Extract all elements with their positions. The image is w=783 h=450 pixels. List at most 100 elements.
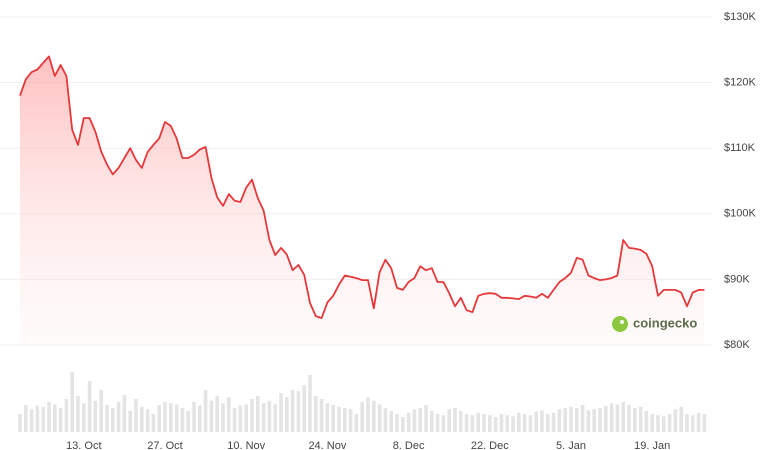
volume-bar xyxy=(499,414,504,432)
volume-bar xyxy=(157,405,161,432)
volume-bar xyxy=(319,399,324,432)
volume-bar xyxy=(279,393,283,432)
volume-bar xyxy=(563,408,567,432)
volume-bar xyxy=(192,402,196,432)
volume-bar xyxy=(325,403,330,432)
volume-bar xyxy=(267,400,272,432)
volume-bar xyxy=(615,404,620,432)
volume-bar xyxy=(76,396,80,432)
volume-bar xyxy=(70,372,74,432)
volume-bar xyxy=(308,375,312,432)
volume-bar xyxy=(377,404,382,432)
volume-bar xyxy=(348,409,353,432)
volume-bar xyxy=(366,397,370,432)
volume-bar xyxy=(441,415,446,432)
volume-bar xyxy=(418,408,422,432)
volume-bar xyxy=(296,391,301,432)
volume-bar xyxy=(111,408,115,432)
volume-bar xyxy=(569,406,573,432)
volume-bar xyxy=(93,400,98,432)
x-tick-label: 24. Nov xyxy=(308,440,346,450)
volume-bar xyxy=(145,409,150,432)
volume-bar xyxy=(151,414,156,432)
y-tick-label: $100K xyxy=(724,208,756,220)
x-tick-label: 27. Oct xyxy=(147,440,182,450)
volume-bar xyxy=(621,402,625,432)
volume-bar xyxy=(122,394,127,432)
volume-bar xyxy=(395,414,399,432)
volume-bar xyxy=(546,414,550,432)
volume-bar xyxy=(493,417,498,432)
price-line xyxy=(19,55,705,319)
logo-eye xyxy=(620,320,624,324)
plot xyxy=(19,55,705,346)
x-tick-label: 22. Dec xyxy=(471,440,509,450)
volume-bar xyxy=(128,411,132,432)
volume-bar xyxy=(430,411,434,432)
volume-bar xyxy=(522,414,527,432)
volume-bar xyxy=(482,414,486,432)
volume-bar xyxy=(18,414,22,432)
volume-bar xyxy=(35,405,40,432)
volume-bar xyxy=(638,406,643,432)
x-tick-label: 10. Nov xyxy=(227,440,265,450)
volume-bar xyxy=(198,405,202,432)
volume-bar xyxy=(53,404,57,432)
x-tick-label: 5. Jan xyxy=(556,440,586,450)
volume-bar xyxy=(412,409,417,432)
volume-bar xyxy=(557,409,562,432)
volume-bar xyxy=(447,409,451,432)
volume-bar xyxy=(389,411,393,432)
volume-bar xyxy=(383,408,388,432)
watermark: coingecko xyxy=(633,315,697,330)
volume-bar xyxy=(551,412,556,432)
volume-bar xyxy=(232,408,237,432)
volume-bar xyxy=(604,405,608,432)
volume-bar xyxy=(586,410,591,432)
volume-bar xyxy=(163,402,167,432)
volume-bar xyxy=(656,415,660,432)
y-tick-label: $90K xyxy=(724,273,750,285)
volume-bar xyxy=(87,381,92,432)
volume-bar xyxy=(180,408,185,432)
volume-bar xyxy=(343,408,347,432)
volume-bar xyxy=(354,414,359,432)
volume-bar xyxy=(285,397,289,432)
volume-bar xyxy=(41,406,45,432)
volume-bar xyxy=(424,405,428,432)
volume-bar xyxy=(140,406,144,432)
volume-bar xyxy=(209,400,214,432)
volume-bar xyxy=(290,390,295,432)
volume-bar xyxy=(691,415,695,432)
y-tick-label: $80K xyxy=(724,339,750,351)
volume-bar xyxy=(435,414,440,432)
volume-bar xyxy=(134,399,138,432)
volume-bar xyxy=(679,406,683,432)
volume-bar xyxy=(464,414,469,432)
volume-bar xyxy=(29,409,34,432)
volume-bar xyxy=(673,409,678,432)
volume-bar xyxy=(470,415,475,432)
volume-bar xyxy=(476,412,480,432)
volume-bar xyxy=(580,405,585,432)
volume-bar xyxy=(511,416,515,432)
volume-bar xyxy=(186,411,190,432)
y-tick-label: $130K xyxy=(724,11,756,23)
volume-bar xyxy=(650,414,654,432)
volume-bar xyxy=(105,405,109,432)
volume-bar xyxy=(227,397,231,432)
volume-bar xyxy=(203,390,208,432)
volume-bar xyxy=(534,411,538,432)
volume-bar xyxy=(592,409,596,432)
volume-bar xyxy=(331,405,335,432)
y-tick-label: $110K xyxy=(724,142,756,154)
volume-bar xyxy=(256,396,260,432)
volume-bar xyxy=(261,403,266,432)
volume xyxy=(18,372,707,432)
volume-bar xyxy=(99,390,103,432)
volume-bar xyxy=(488,415,492,432)
volume-bar xyxy=(169,403,173,432)
volume-bar xyxy=(302,385,306,432)
